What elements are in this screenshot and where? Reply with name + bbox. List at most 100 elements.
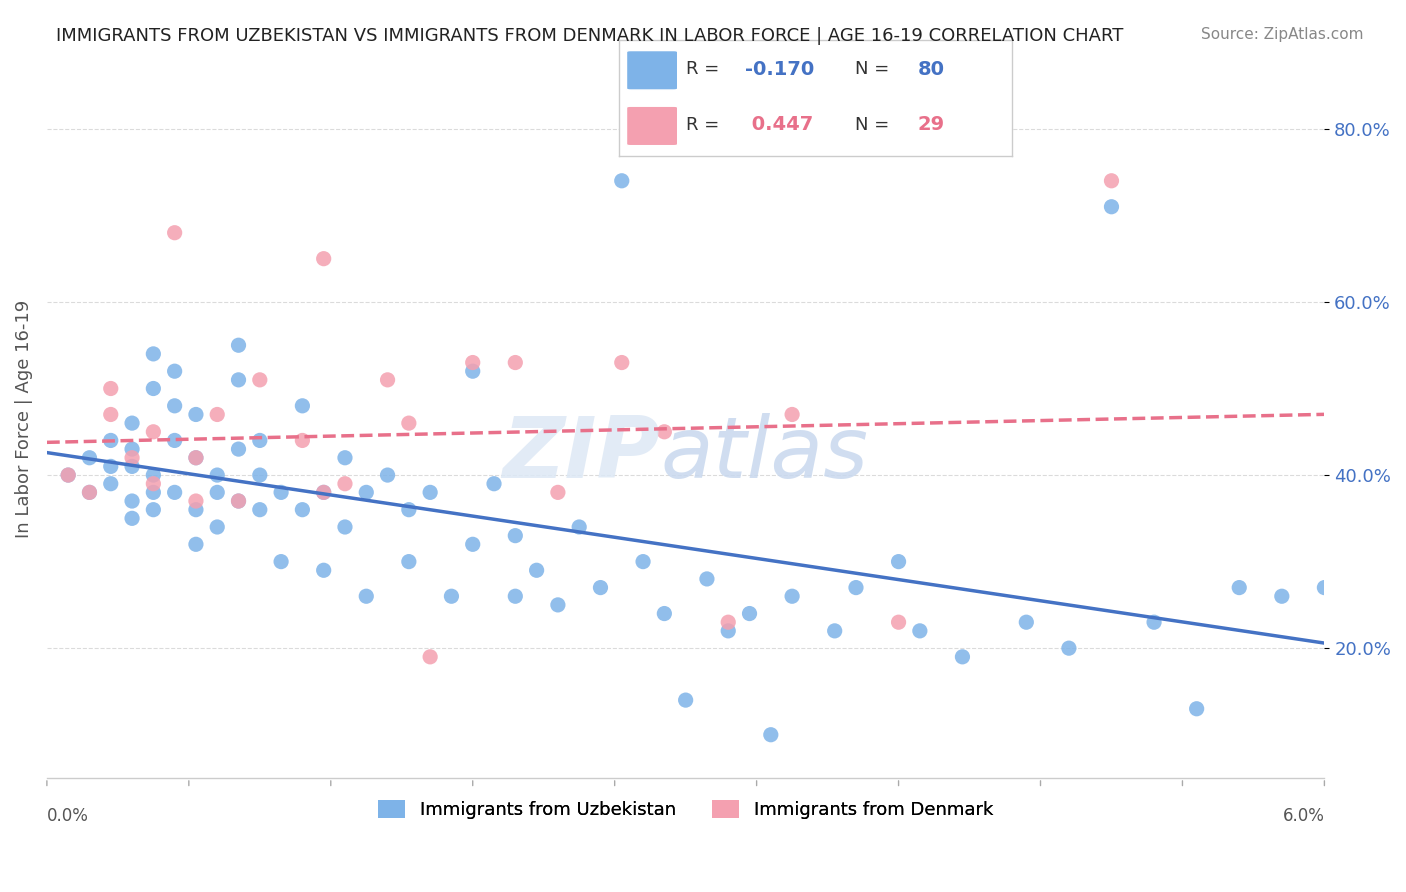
- Point: [79, 485, 101, 500]
- Point: [419, 485, 441, 500]
- Point: [377, 468, 399, 483]
- Point: [589, 581, 612, 595]
- Point: [1101, 174, 1123, 188]
- Point: [952, 649, 974, 664]
- Point: [228, 442, 250, 456]
- Point: [79, 450, 101, 465]
- Point: [121, 416, 143, 430]
- Point: [824, 624, 846, 638]
- Point: [270, 485, 292, 500]
- Point: [249, 373, 271, 387]
- Point: [398, 502, 420, 516]
- Point: [654, 425, 676, 439]
- Point: [270, 555, 292, 569]
- Point: [717, 624, 740, 638]
- Point: [887, 615, 910, 630]
- Point: [1057, 641, 1080, 656]
- Point: [1313, 581, 1336, 595]
- Point: [505, 355, 527, 369]
- Text: R =: R =: [686, 60, 724, 78]
- Point: [461, 355, 484, 369]
- Point: [56, 468, 79, 483]
- Point: [654, 607, 676, 621]
- Point: [142, 476, 165, 491]
- Point: [79, 485, 101, 500]
- Point: [461, 364, 484, 378]
- Text: N =: N =: [855, 60, 894, 78]
- Point: [461, 537, 484, 551]
- Point: [205, 408, 228, 422]
- Point: [505, 589, 527, 603]
- Point: [356, 589, 378, 603]
- Point: [440, 589, 463, 603]
- Point: [887, 555, 910, 569]
- Point: [1227, 581, 1250, 595]
- Point: [419, 649, 441, 664]
- Point: [163, 364, 186, 378]
- Point: [482, 476, 505, 491]
- Point: [333, 450, 356, 465]
- Text: 0.0%: 0.0%: [46, 806, 89, 825]
- Point: [291, 502, 314, 516]
- Point: [780, 589, 803, 603]
- Text: -0.170: -0.170: [745, 60, 814, 78]
- Point: [184, 494, 207, 508]
- Point: [184, 408, 207, 422]
- Point: [121, 511, 143, 525]
- Point: [759, 728, 782, 742]
- Text: atlas: atlas: [659, 413, 868, 496]
- Point: [1015, 615, 1038, 630]
- Point: [312, 485, 335, 500]
- Point: [1143, 615, 1166, 630]
- Point: [142, 468, 165, 483]
- Point: [121, 450, 143, 465]
- Text: R =: R =: [686, 116, 724, 134]
- Point: [184, 502, 207, 516]
- Point: [780, 408, 803, 422]
- Point: [100, 434, 122, 448]
- Point: [205, 485, 228, 500]
- Point: [100, 382, 122, 396]
- Point: [505, 529, 527, 543]
- Point: [142, 382, 165, 396]
- Point: [333, 520, 356, 534]
- Point: [675, 693, 697, 707]
- Point: [1101, 200, 1123, 214]
- Point: [100, 459, 122, 474]
- Point: [205, 520, 228, 534]
- Point: [312, 252, 335, 266]
- Point: [333, 476, 356, 491]
- Point: [1271, 589, 1294, 603]
- Point: [228, 338, 250, 352]
- Text: IMMIGRANTS FROM UZBEKISTAN VS IMMIGRANTS FROM DENMARK IN LABOR FORCE | AGE 16-19: IMMIGRANTS FROM UZBEKISTAN VS IMMIGRANTS…: [56, 27, 1123, 45]
- Point: [121, 442, 143, 456]
- Point: [163, 485, 186, 500]
- Text: 6.0%: 6.0%: [1282, 806, 1324, 825]
- Point: [631, 555, 654, 569]
- Point: [908, 624, 931, 638]
- Point: [291, 399, 314, 413]
- FancyBboxPatch shape: [627, 51, 678, 90]
- Point: [696, 572, 718, 586]
- Legend: Immigrants from Uzbekistan, Immigrants from Denmark: Immigrants from Uzbekistan, Immigrants f…: [371, 793, 1000, 827]
- Point: [228, 494, 250, 508]
- Point: [142, 347, 165, 361]
- Point: [100, 476, 122, 491]
- Point: [398, 555, 420, 569]
- Point: [228, 494, 250, 508]
- Point: [398, 416, 420, 430]
- Point: [142, 425, 165, 439]
- Point: [228, 373, 250, 387]
- Point: [291, 434, 314, 448]
- Text: N =: N =: [855, 116, 894, 134]
- Point: [249, 502, 271, 516]
- Point: [356, 485, 378, 500]
- Point: [526, 563, 548, 577]
- Point: [547, 485, 569, 500]
- Point: [184, 450, 207, 465]
- Point: [377, 373, 399, 387]
- Point: [547, 598, 569, 612]
- Point: [249, 468, 271, 483]
- Point: [845, 581, 868, 595]
- Point: [163, 399, 186, 413]
